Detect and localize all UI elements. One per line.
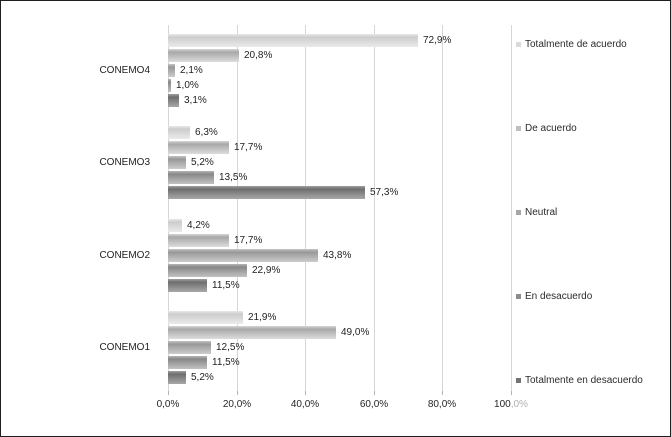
bar-conemo4-series1 — [168, 34, 418, 47]
x-tick-label-dark-part: 100 — [494, 399, 511, 410]
x-axis-tick-label: 100,0% — [481, 399, 541, 410]
axis-tick — [511, 391, 512, 395]
bar-value-label: 57,3% — [370, 187, 399, 198]
bar-conemo1-series4 — [168, 356, 207, 369]
legend-item-series2: De acuerdo — [516, 123, 643, 134]
bar-conemo2-series4 — [168, 264, 247, 277]
legend-item-series4: En desacuerdo — [516, 291, 643, 302]
bar-conemo3-series2 — [168, 141, 229, 154]
bar-value-label: 5,2% — [191, 372, 214, 383]
legend-label: Totalmente en desacuerdo — [525, 375, 643, 386]
axis-tick — [374, 391, 375, 395]
bar-value-label: 1,0% — [176, 80, 199, 91]
legend-swatch-icon — [516, 126, 521, 131]
x-tick-label-muted-part: ,0% — [510, 399, 528, 410]
legend-label: Totalmente de acuerdo — [525, 39, 627, 50]
x-axis-tick-label: 60,0% — [359, 399, 389, 410]
category-label-conemo3: CONEMO3 — [99, 157, 150, 168]
legend-label: Neutral — [525, 207, 558, 218]
axis-tick — [442, 391, 443, 395]
gridline — [442, 25, 443, 391]
bar-conemo4-series3 — [168, 64, 175, 77]
legend-swatch-icon — [516, 42, 521, 47]
legend-swatch-icon — [516, 378, 521, 383]
bar-value-label: 17,7% — [234, 235, 263, 246]
legend-swatch-icon — [516, 294, 521, 299]
legend: Totalmente de acuerdo De acuerdo Neutral En… — [516, 39, 643, 386]
bar-conemo3-series5 — [168, 186, 365, 199]
bar-conemo2-series5 — [168, 279, 207, 292]
gridline — [374, 25, 375, 391]
bar-conemo3-series1 — [168, 126, 190, 139]
bar-value-label: 49,0% — [341, 327, 370, 338]
bar-conemo4-series5 — [168, 94, 179, 107]
bar-value-label: 5,2% — [191, 157, 214, 168]
gridline — [511, 25, 512, 391]
axis-tick — [237, 391, 238, 395]
category-label-conemo1: CONEMO1 — [99, 342, 150, 353]
bar-value-label: 2,1% — [180, 65, 203, 76]
category-label-conemo4: CONEMO4 — [99, 65, 150, 76]
bar-conemo4-series4 — [168, 79, 171, 92]
bar-conemo3-series4 — [168, 171, 214, 184]
bar-value-label: 11,5% — [212, 357, 240, 368]
legend-label: En desacuerdo — [525, 291, 593, 302]
legend-item-series1: Totalmente de acuerdo — [516, 39, 643, 50]
bar-value-label: 72,9% — [423, 35, 452, 46]
legend-item-series3: Neutral — [516, 207, 643, 218]
x-axis-tick-label: 0,0% — [156, 399, 180, 410]
gridline — [168, 25, 169, 391]
bar-value-label: 4,2% — [187, 220, 210, 231]
bar-conemo1-series3 — [168, 341, 211, 354]
bar-value-label: 20,8% — [244, 50, 273, 61]
bar-value-label: 12,5% — [216, 342, 245, 353]
x-axis-tick-label: 80,0% — [427, 399, 457, 410]
bar-conemo2-series2 — [168, 234, 229, 247]
x-axis-tick-label: 40,0% — [290, 399, 320, 410]
bar-value-label: 43,8% — [323, 250, 352, 261]
x-axis-tick-label: 20,0% — [222, 399, 252, 410]
bar-conemo1-series5 — [168, 371, 186, 384]
bar-value-label: 11,5% — [212, 280, 240, 291]
bar-conemo4-series2 — [168, 49, 239, 62]
bar-value-label: 22,9% — [252, 265, 281, 276]
bar-value-label: 13,5% — [219, 172, 248, 183]
legend-item-series5: Totalmente en desacuerdo — [516, 375, 643, 386]
bar-conemo1-series2 — [168, 326, 336, 339]
axis-tick — [305, 391, 306, 395]
bar-value-label: 17,7% — [234, 142, 263, 153]
bar-conemo3-series3 — [168, 156, 186, 169]
bar-conemo2-series3 — [168, 249, 318, 262]
bar-value-label: 3,1% — [184, 95, 207, 106]
axis-tick — [168, 391, 169, 395]
category-label-conemo2: CONEMO2 — [99, 250, 150, 261]
gridline — [305, 25, 306, 391]
legend-label: De acuerdo — [525, 123, 577, 134]
legend-swatch-icon — [516, 210, 521, 215]
bar-value-label: 6,3% — [195, 127, 218, 138]
gridline — [237, 25, 238, 391]
bar-conemo1-series1 — [168, 311, 243, 324]
bar-conemo2-series1 — [168, 219, 182, 232]
bar-value-label: 21,9% — [248, 312, 277, 323]
